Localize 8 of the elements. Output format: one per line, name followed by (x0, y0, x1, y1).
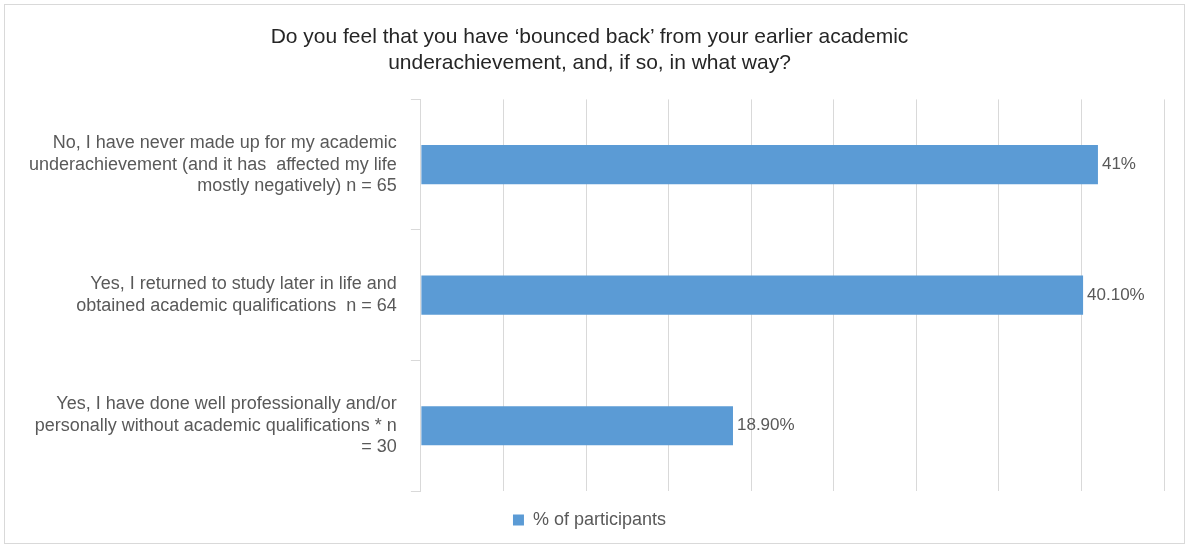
legend-label: % of participants (532, 508, 667, 529)
data-label: 40.10% (1087, 284, 1145, 304)
data-label: 41% (1101, 154, 1136, 174)
y-tick-label: Yes, I returned to study later in life and obtained academic qualifications n = 64 (76, 273, 397, 315)
y-tick-label: Yes, I have done well professionally and/or personally without academic qualifications * n = 30 (34, 393, 397, 457)
y-tick-label: No, I have never made up for my academic underachievement (and it has affected my life mostly negatively) n = 65 (29, 132, 397, 196)
data-label: 18.90% (736, 415, 795, 435)
chart-title: Do you feel that you have ‘bounced back’ from your earlier academic underachievement, and, if so, in what way? (270, 24, 909, 73)
